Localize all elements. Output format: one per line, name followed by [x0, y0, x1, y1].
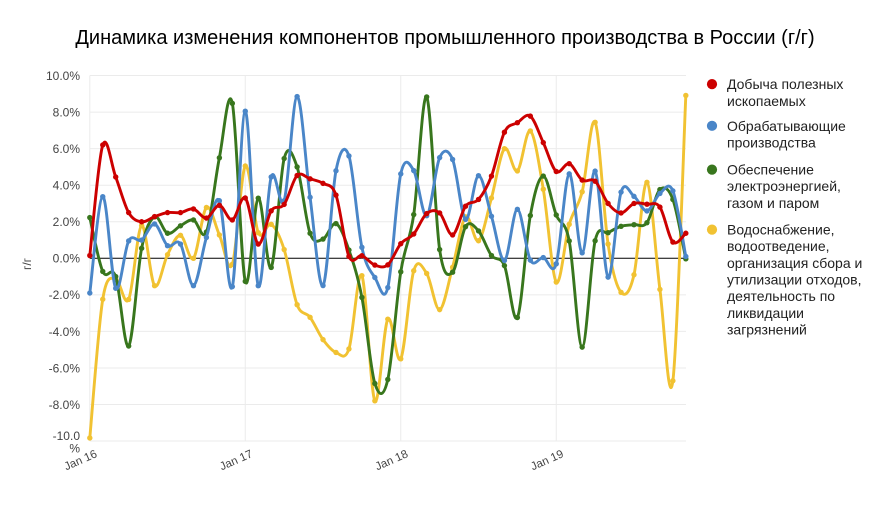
svg-text:0.0%: 0.0%: [53, 252, 81, 266]
svg-text:Динамика изменения компонентов: Динамика изменения компонентов промышлен…: [75, 27, 814, 49]
svg-text:Обрабатывающие: Обрабатывающие: [727, 118, 846, 134]
svg-text:Обеспечение: Обеспечение: [727, 162, 814, 178]
svg-text:Водоснабжение,: Водоснабжение,: [727, 222, 835, 238]
svg-text:-4.0%: -4.0%: [49, 325, 81, 339]
svg-text:ликвидации: ликвидации: [727, 305, 804, 321]
svg-text:г/г: г/г: [20, 257, 34, 270]
svg-text:8.0%: 8.0%: [53, 106, 81, 120]
svg-text:ископаемых: ископаемых: [727, 93, 806, 109]
svg-text:10.0%: 10.0%: [46, 69, 80, 83]
svg-text:4.0%: 4.0%: [53, 179, 81, 193]
svg-text:2.0%: 2.0%: [53, 215, 81, 229]
svg-text:-2.0%: -2.0%: [49, 288, 81, 302]
svg-text:-6.0%: -6.0%: [49, 361, 81, 375]
svg-text:организация сбора и: организация сбора и: [727, 255, 862, 271]
svg-text:-8.0%: -8.0%: [49, 398, 81, 412]
svg-text:электроэнергией,: электроэнергией,: [727, 178, 841, 194]
svg-text:загрязнений: загрязнений: [727, 322, 807, 338]
svg-text:%: %: [69, 442, 80, 456]
svg-text:6.0%: 6.0%: [53, 142, 81, 156]
svg-text:Добыча полезных: Добыча полезных: [727, 76, 843, 92]
svg-text:утилизации отходов,: утилизации отходов,: [727, 272, 861, 288]
svg-text:производства: производства: [727, 134, 816, 150]
svg-text:-10.0: -10.0: [53, 429, 81, 443]
svg-text:деятельность по: деятельность по: [727, 288, 835, 304]
svg-text:газом и паром: газом и паром: [727, 195, 819, 211]
svg-text:водоотведение,: водоотведение,: [727, 238, 830, 254]
